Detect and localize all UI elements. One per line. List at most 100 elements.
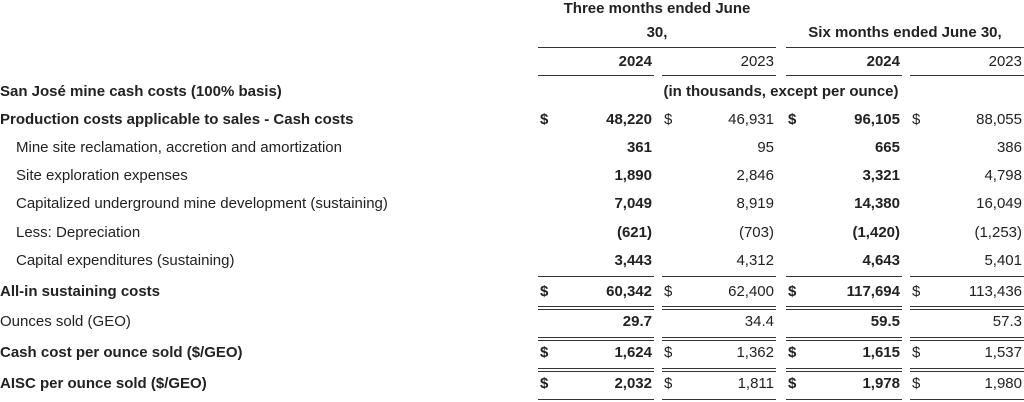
currency-symbol: $ [912,283,921,300]
table-rule [910,276,1024,277]
cell-value: 1,980 [984,375,1022,392]
cell-value: 88,055 [976,111,1022,128]
cell-value: 386 [996,139,1022,156]
cell-value: 1,890 [614,167,652,184]
table-rule [662,340,776,341]
table-rule [786,337,902,338]
currency-symbol: $ [788,375,797,392]
table-rule [910,399,1024,400]
cell-value: 4,798 [984,167,1022,184]
table-rule [538,368,654,369]
cell-value: 117,694 [846,283,900,300]
table-rule [538,306,654,307]
cell-value: 113,436 [968,283,1022,300]
table-rule [662,368,776,369]
cell-value: 1,978 [862,375,900,392]
cell-value: 1,624 [614,344,652,361]
header-year-2023: 2023 [988,53,1022,70]
table-rule [786,309,902,310]
currency-symbol: $ [788,111,797,128]
cell-value: (1,420) [852,224,900,241]
currency-symbol: $ [664,111,673,128]
cell-value: 16,049 [976,195,1022,212]
cell-value: 62,400 [728,283,774,300]
header-three-months-line1: Three months ended June [563,0,751,17]
cell-value: 34.4 [744,313,774,330]
row-label: Cash cost per ounce sold ($/GEO) [0,344,243,361]
row-label: All-in sustaining costs [0,283,161,300]
cell-value: 1,537 [984,344,1022,361]
table-rule [662,399,776,400]
table-rule [910,309,1024,310]
table-rule [662,337,776,338]
table-rule [786,368,902,369]
row-label: Capital expenditures (sustaining) [16,252,235,269]
table-rule [786,276,902,277]
units-note: (in thousands, except per ounce) [663,83,899,100]
cell-value: 46,931 [728,111,774,128]
currency-symbol: $ [540,344,549,361]
table-rule [786,340,902,341]
currency-symbol: $ [788,283,797,300]
cell-value: 7,049 [614,195,652,212]
row-label: Production costs applicable to sales - C… [0,111,354,128]
cell-value: 48,220 [606,111,652,128]
header-rule [538,47,776,48]
table-rule [786,371,902,372]
table-rule [662,309,776,310]
currency-symbol: $ [788,344,797,361]
currency-symbol: $ [912,111,921,128]
header-three-months-line2: 30, [646,24,668,41]
row-label: Mine site reclamation, accretion and amo… [16,139,342,156]
header-six-months: Six months ended June 30, [808,24,1002,41]
table-rule [910,340,1024,341]
table-rule [910,337,1024,338]
table-rule [910,306,1024,307]
table-rule [538,399,654,400]
cell-value: 2,032 [614,375,652,392]
currency-symbol: $ [912,344,921,361]
cell-value: (703) [738,224,774,241]
table-rule [538,371,654,372]
header-year-2023: 2023 [740,53,774,70]
cell-value: 361 [626,139,652,156]
table-rule [910,371,1024,372]
cell-value: 59.5 [870,313,900,330]
currency-symbol: $ [540,283,549,300]
cell-value: 14,380 [854,195,900,212]
year-rule [538,75,654,76]
cell-value: 1,615 [862,344,900,361]
table-rule [662,276,776,277]
table-rule [662,371,776,372]
table-rule [786,306,902,307]
currency-symbol: $ [912,375,921,392]
year-rule [662,75,776,76]
currency-symbol: $ [540,111,549,128]
currency-symbol: $ [664,375,673,392]
table-rule [538,337,654,338]
year-rule [910,75,1024,76]
currency-symbol: $ [540,375,549,392]
table-rule [538,340,654,341]
cell-value: 8,919 [736,195,774,212]
cell-value: 3,443 [614,252,652,269]
header-rule [786,47,1024,48]
cell-value: 60,342 [606,283,652,300]
table-rule [910,368,1024,369]
header-year-2024: 2024 [618,53,652,70]
cell-value: 1,362 [736,344,774,361]
cell-value: 96,105 [854,111,900,128]
section-title: San José mine cash costs (100% basis) [0,83,282,100]
row-label: Site exploration expenses [16,167,188,184]
row-label: AISC per ounce sold ($/GEO) [0,375,207,392]
cell-value: 95 [757,139,774,156]
cell-value: 4,312 [736,252,774,269]
header-year-2024: 2024 [866,53,900,70]
cell-value: 5,401 [984,252,1022,269]
cell-value: 3,321 [862,167,900,184]
cell-value: 57.3 [992,313,1022,330]
table-rule [662,306,776,307]
table-rule [786,399,902,400]
cell-value: 665 [874,139,900,156]
year-rule [786,75,902,76]
